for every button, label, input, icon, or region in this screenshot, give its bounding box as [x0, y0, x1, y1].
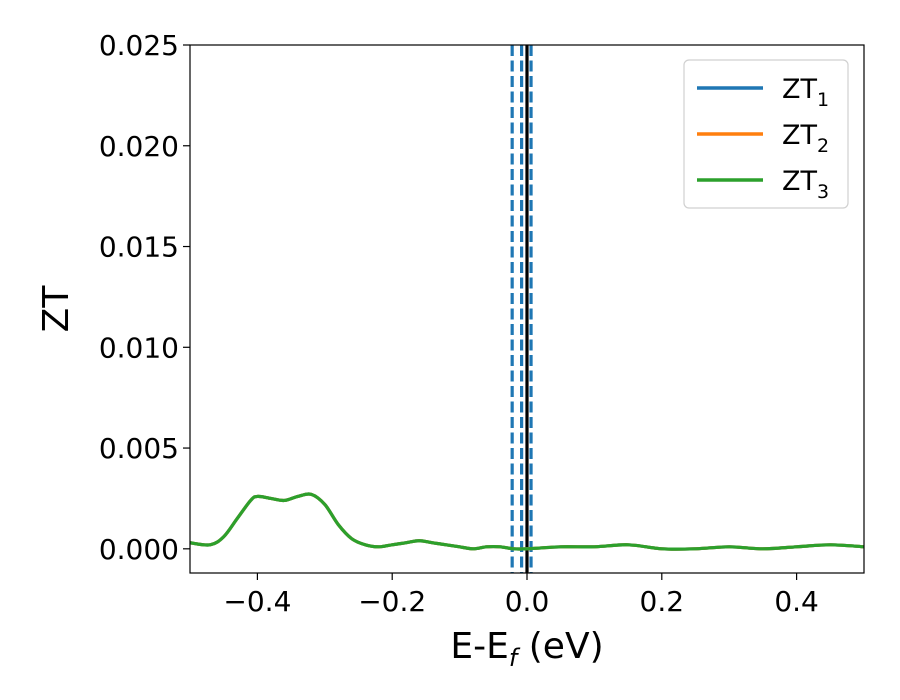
series-lines	[190, 492, 864, 551]
x-tick-label: −0.4	[223, 585, 291, 618]
reference-lines	[510, 45, 533, 573]
y-axis-ticks: 0.000 0.005 0.010 0.015 0.020 0.025	[99, 29, 190, 566]
legend: ZT1 ZT2 ZT3	[683, 59, 849, 209]
series-line-zt3	[190, 492, 864, 551]
x-tick-label: 0.0	[505, 585, 550, 618]
x-tick-label: 0.4	[774, 585, 819, 618]
legend-label-zt1: ZT1	[782, 74, 829, 111]
y-tick-label: 0.005	[99, 432, 179, 465]
y-tick-label: 0.025	[99, 29, 179, 62]
y-tick-label: 0.020	[99, 130, 179, 163]
x-axis-ticks: −0.4 −0.2 0.0 0.2 0.4	[223, 573, 819, 618]
x-axis-label: E-Ef (eV)	[450, 626, 603, 672]
y-tick-label: 0.010	[99, 331, 179, 364]
x-tick-label: −0.2	[358, 585, 426, 618]
x-tick-label: 0.2	[640, 585, 685, 618]
legend-label-zt3: ZT3	[782, 166, 829, 203]
y-tick-label: 0.000	[99, 533, 179, 566]
legend-label-zt2: ZT2	[782, 120, 829, 157]
y-axis-label: ZT	[36, 285, 77, 333]
legend-box	[683, 59, 849, 209]
y-tick-label: 0.015	[99, 231, 179, 264]
